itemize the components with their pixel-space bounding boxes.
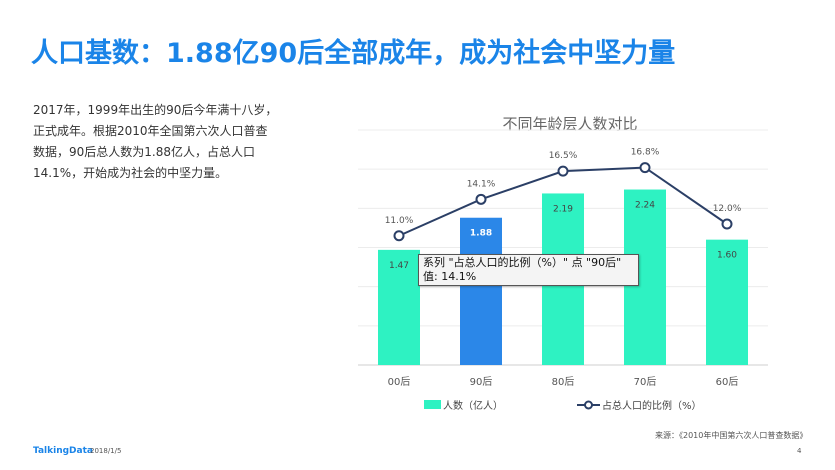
ratio-value-label: 12.0% [713, 204, 742, 214]
x-tick-label: 00后 [388, 376, 411, 388]
ratio-point [557, 165, 569, 177]
x-tick-label: 80后 [552, 376, 575, 388]
bar [378, 249, 420, 365]
x-tick-label: 90后 [470, 376, 493, 388]
bar-value-label: 2.24 [635, 201, 655, 211]
source-note: 来源：《2010年中国第六次人口普查数据》 [655, 431, 808, 440]
legend-bar-label: 人数（亿人） [443, 399, 503, 412]
x-tick-label: 70后 [634, 376, 657, 388]
ratio-point [639, 162, 651, 174]
ratio-point [721, 218, 733, 230]
bar [706, 239, 748, 365]
ratio-value-label: 14.1% [467, 179, 496, 189]
footer-date: 2018/1/5 [90, 447, 122, 455]
bar-value-label: 1.47 [389, 261, 409, 271]
chart-tooltip: 系列 "占总人口的比例（%）" 点 "90后" 值: 14.1% [418, 254, 639, 286]
bar-value-label: 1.60 [717, 251, 737, 261]
ratio-point [475, 193, 487, 205]
intro-paragraph: 2017年，1999年出生的90后今年满十八岁， 正式成年。根据2010年全国第… [33, 100, 283, 184]
legend-bar-swatch [424, 400, 441, 409]
intro-line: 数据，90后总人数为1.88亿人，占总人口 [33, 145, 255, 159]
chart-title: 不同年龄层人数对比 [502, 115, 638, 133]
legend-line-label: 占总人口的比例（%） [602, 399, 702, 412]
ratio-value-label: 16.8% [631, 148, 660, 158]
ratio-value-label: 16.5% [549, 151, 578, 161]
bar-value-label: 2.19 [553, 204, 573, 214]
legend-line-marker [584, 400, 593, 410]
tooltip-value: 值: 14.1% [423, 270, 477, 283]
intro-line: 2017年，1999年出生的90后今年满十八岁， [33, 103, 278, 117]
bar-value-label: 1.88 [470, 229, 492, 239]
ratio-value-label: 11.0% [385, 216, 414, 226]
x-tick-label: 60后 [716, 376, 739, 388]
intro-line: 14.1%，开始成为社会的中坚力量。 [33, 166, 228, 180]
tooltip-series: 系列 "占总人口的比例（%）" 点 "90后" [423, 256, 622, 269]
page-number: 4 [797, 447, 802, 455]
brand-logo: TalkingData [33, 446, 93, 456]
ratio-point [393, 230, 405, 242]
intro-line: 正式成年。根据2010年全国第六次人口普查 [33, 124, 268, 138]
page-title: 人口基数：1.88亿90后全部成年，成为社会中坚力量 [31, 38, 676, 69]
bar [460, 217, 502, 365]
